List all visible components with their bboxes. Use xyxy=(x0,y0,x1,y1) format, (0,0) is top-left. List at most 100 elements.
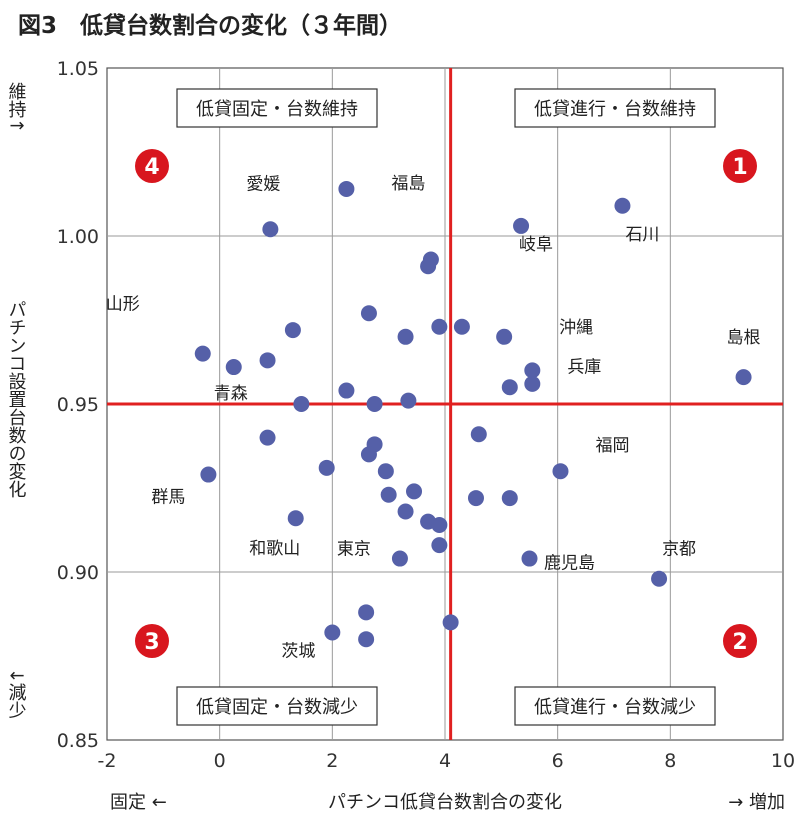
quadrant-number-badge xyxy=(723,624,757,658)
y-tick-label: 1.00 xyxy=(57,226,99,248)
quadrant-label-box xyxy=(514,686,716,726)
x-tick-label: -2 xyxy=(98,750,117,772)
x-axis-label: パチンコ低貸台数割合の変化 xyxy=(328,792,562,813)
y-top-note: 維持↑ xyxy=(6,82,27,133)
point-label: 愛媛 xyxy=(246,174,280,194)
quadrant-label: 低貸進行・台数維持 xyxy=(534,99,696,120)
data-point xyxy=(521,550,538,567)
point-label: 茨城 xyxy=(281,641,315,661)
quadrant-labels: 低貸進行・台数維持 1 低貸進行・台数減少 2 低貸固定・台数減少 3 低貸固定・台数維持 4 xyxy=(135,88,757,726)
x-tick-label: 8 xyxy=(664,750,676,772)
data-point xyxy=(501,379,518,396)
point-label: 島根 xyxy=(727,328,761,348)
data-point xyxy=(358,604,375,621)
point-label: 京都 xyxy=(662,540,696,560)
x-left-note: 固定 ← xyxy=(110,792,167,813)
data-point xyxy=(431,318,448,335)
data-point xyxy=(360,446,377,463)
data-point xyxy=(442,614,459,631)
point-label: 兵庫 xyxy=(567,357,601,377)
quadrant-label-box xyxy=(176,686,378,726)
quadrant-number: 1 xyxy=(732,155,747,180)
quadrant-number-badge xyxy=(135,624,169,658)
data-point xyxy=(524,362,541,379)
point-label: 岐阜 xyxy=(519,235,553,255)
y-bottom-note: ↓減少 xyxy=(6,668,27,719)
x-right-note: → 増加 xyxy=(728,792,785,813)
point-label: 東京 xyxy=(337,540,371,560)
point-label: 群馬 xyxy=(151,488,185,508)
data-point xyxy=(431,516,448,533)
data-point xyxy=(431,537,448,554)
data-point xyxy=(406,483,423,500)
data-point xyxy=(470,426,487,443)
y-tick-label: 1.05 xyxy=(57,58,99,80)
data-point xyxy=(225,359,242,376)
data-point xyxy=(453,318,470,335)
data-point xyxy=(735,369,752,386)
quadrant-number: 4 xyxy=(144,155,159,180)
point-label: 和歌山 xyxy=(249,539,300,559)
quadrant-number-badge xyxy=(723,149,757,183)
data-point xyxy=(366,396,383,412)
data-point xyxy=(338,382,355,399)
data-point xyxy=(397,503,414,520)
point-label: 鹿児島 xyxy=(544,554,595,574)
y-tick-label: 0.85 xyxy=(57,730,99,752)
data-point xyxy=(293,396,310,412)
data-point xyxy=(287,510,304,527)
point-label: 福島 xyxy=(391,174,425,194)
data-point xyxy=(338,180,355,197)
tick-labels: -2 0 2 4 6 8 10 0.85 0.90 0.95 1.00 1.05 xyxy=(57,58,795,772)
data-point xyxy=(380,486,397,503)
x-tick-label: 4 xyxy=(439,750,451,772)
data-point xyxy=(259,352,276,369)
data-point xyxy=(194,345,211,362)
quadrant-number: 3 xyxy=(144,630,159,655)
data-point xyxy=(397,328,414,345)
data-point xyxy=(259,429,276,446)
x-tick-label: 6 xyxy=(552,750,564,772)
quadrant-number-badge xyxy=(135,149,169,183)
point-label: 青森 xyxy=(214,384,248,404)
quadrant-label-box xyxy=(176,88,378,128)
data-point xyxy=(318,459,335,476)
data-point xyxy=(651,570,668,587)
quadrant-label-box xyxy=(514,88,716,128)
data-point xyxy=(360,305,377,322)
point-label: 沖縄 xyxy=(559,318,593,338)
data-point xyxy=(614,197,631,214)
data-point xyxy=(200,466,217,483)
point-label: 石川 xyxy=(625,225,659,245)
x-tick-label: 2 xyxy=(326,750,338,772)
data-point xyxy=(377,463,394,480)
data-point xyxy=(284,322,301,339)
data-points xyxy=(194,180,752,648)
x-tick-label: 0 xyxy=(214,750,226,772)
data-point xyxy=(324,624,341,641)
y-axis-label: パチンコ設置台数の変化 xyxy=(6,300,27,498)
point-label: 山形 xyxy=(106,295,140,315)
data-point xyxy=(358,631,375,648)
data-point xyxy=(496,328,513,345)
quadrant-number: 2 xyxy=(732,630,747,655)
quadrant-label: 低貸固定・台数維持 xyxy=(196,99,358,120)
chart-title: 図3 低貸台数割合の変化（３年間） xyxy=(18,12,402,39)
y-tick-label: 0.90 xyxy=(57,562,99,584)
data-point xyxy=(501,490,518,507)
data-point xyxy=(400,392,417,409)
data-point xyxy=(513,217,530,234)
y-tick-label: 0.95 xyxy=(57,394,99,416)
x-tick-label: 10 xyxy=(771,750,795,772)
data-point xyxy=(420,258,437,275)
quadrant-label: 低貸進行・台数減少 xyxy=(534,697,696,718)
data-point xyxy=(552,463,569,480)
data-point xyxy=(524,375,541,392)
data-point xyxy=(262,221,279,238)
data-point xyxy=(467,490,484,507)
point-label: 福岡 xyxy=(595,436,629,456)
quadrant-label: 低貸固定・台数減少 xyxy=(196,697,358,718)
data-point xyxy=(391,550,408,567)
